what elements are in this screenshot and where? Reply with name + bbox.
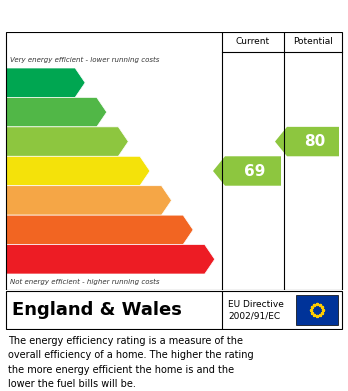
Text: England & Wales: England & Wales — [12, 301, 182, 319]
Polygon shape — [213, 156, 281, 186]
Text: (39-54): (39-54) — [11, 197, 40, 203]
Text: (1-20): (1-20) — [11, 256, 34, 262]
Text: Energy Efficiency Rating: Energy Efficiency Rating — [9, 9, 230, 23]
Text: (81-91): (81-91) — [11, 109, 40, 115]
Text: Not energy efficient - higher running costs: Not energy efficient - higher running co… — [10, 279, 159, 285]
Text: (69-80): (69-80) — [11, 138, 40, 145]
Text: C: C — [116, 135, 126, 149]
Bar — [296, 295, 338, 325]
Text: Potential: Potential — [293, 38, 333, 47]
Text: G: G — [202, 252, 213, 266]
Text: Very energy efficient - lower running costs: Very energy efficient - lower running co… — [10, 57, 159, 63]
Text: The energy efficiency rating is a measure of the
overall efficiency of a home. T: The energy efficiency rating is a measur… — [8, 336, 254, 389]
Polygon shape — [6, 127, 128, 156]
Text: Current: Current — [236, 38, 270, 47]
Polygon shape — [6, 156, 150, 186]
Polygon shape — [6, 97, 107, 127]
Polygon shape — [6, 215, 193, 245]
Polygon shape — [275, 127, 339, 156]
Text: 80: 80 — [304, 134, 326, 149]
Polygon shape — [6, 186, 172, 215]
Text: D: D — [137, 164, 149, 178]
Polygon shape — [6, 68, 85, 97]
Text: A: A — [73, 76, 84, 90]
Text: E: E — [160, 194, 169, 208]
Text: B: B — [94, 105, 105, 119]
Text: (55-68): (55-68) — [11, 168, 39, 174]
Text: EU Directive
2002/91/EC: EU Directive 2002/91/EC — [228, 300, 284, 320]
Text: (92-100): (92-100) — [11, 80, 45, 86]
Polygon shape — [6, 245, 215, 274]
Text: (21-38): (21-38) — [11, 227, 40, 233]
Text: F: F — [181, 223, 191, 237]
Text: 69: 69 — [244, 163, 266, 179]
